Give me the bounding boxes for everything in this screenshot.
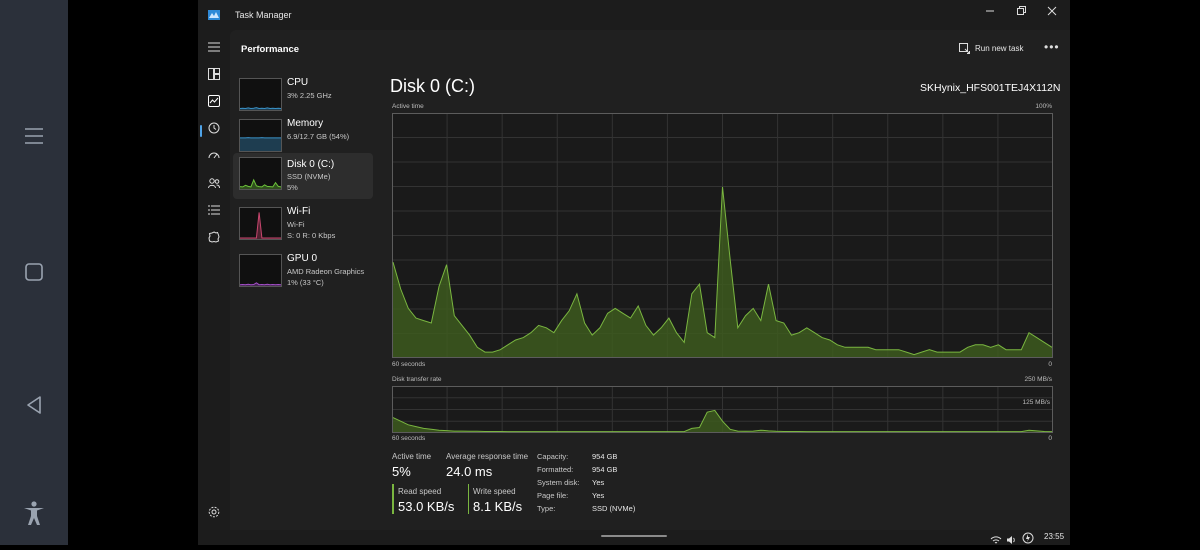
prop-system-disk-key: System disk: [537, 478, 580, 487]
taskbar: 23:55 [198, 530, 1070, 545]
disk-model: SKHynix_HFS001TEJ4X112N [920, 82, 1060, 94]
app-history-icon[interactable] [206, 120, 222, 136]
wifi-icon[interactable] [990, 532, 1002, 550]
restore-button[interactable] [1009, 4, 1033, 18]
gesture-handle[interactable] [601, 535, 667, 537]
thumbnail-line [240, 283, 281, 285]
run-new-task-button[interactable]: Run new task [959, 41, 1023, 55]
response-time-label: Average response time [446, 452, 528, 461]
minimize-button[interactable] [978, 4, 1002, 18]
home-icon[interactable] [22, 260, 46, 284]
active-time-min: 0 [1030, 361, 1052, 368]
gpu-thumbnail-graph [239, 254, 282, 287]
prop-system-disk-value: Yes [592, 478, 604, 487]
transfer-rate-chart [392, 386, 1053, 433]
list-item-detail: SSD (NVMe) [287, 172, 330, 181]
active-time-max: 100% [1020, 103, 1052, 110]
performance-page: Performance Run new task ••• CPU 3% 2.25… [230, 30, 1070, 530]
read-speed-marker [392, 484, 394, 514]
list-item-gpu[interactable]: GPU 0 AMD Radeon Graphics 1% (33 °C) [233, 250, 373, 296]
list-item-detail: 6.9/12.7 GB (54%) [287, 132, 349, 141]
hamburger-icon[interactable] [206, 39, 222, 55]
settings-icon[interactable] [206, 504, 222, 520]
list-item-disk[interactable]: Disk 0 (C:) SSD (NVMe) 5% [233, 153, 373, 199]
startup-apps-icon[interactable] [206, 147, 222, 163]
list-item-name: Memory [287, 118, 323, 129]
performance-icon[interactable] [206, 93, 222, 109]
active-time-window: 60 seconds [392, 361, 425, 368]
page-title: Performance [241, 44, 299, 55]
active-time-chart [392, 113, 1053, 358]
android-nav-bar [0, 0, 68, 545]
list-item-detail: Wi-Fi [287, 220, 305, 229]
nav-rail [198, 30, 230, 530]
window-title: Task Manager [235, 10, 292, 20]
cpu-thumbnail-graph [239, 78, 282, 111]
list-item-usage: 1% (33 °C) [287, 278, 324, 287]
list-item-wifi[interactable]: Wi-Fi Wi-Fi S: 0 R: 0 Kbps [233, 203, 373, 249]
thumbnail-area [240, 138, 281, 151]
prop-capacity-value: 954 GB [592, 452, 617, 461]
list-item-name: CPU [287, 77, 308, 88]
read-speed-label: Read speed [398, 487, 441, 496]
active-time-stat-label: Active time [392, 452, 431, 461]
disk-thumbnail-graph [239, 157, 282, 190]
battery-icon[interactable] [1022, 531, 1034, 549]
detail-title: Disk 0 (C:) [390, 76, 475, 97]
list-item-detail: 3% 2.25 GHz [287, 91, 332, 100]
transfer-rate-mid: 125 MB/s [1008, 399, 1050, 406]
selected-indicator [200, 125, 202, 137]
title-bar: Task Manager [198, 0, 1070, 30]
details-icon[interactable] [206, 202, 222, 218]
transfer-rate-label: Disk transfer rate [392, 376, 442, 383]
write-speed-marker [468, 484, 469, 514]
transfer-rate-window: 60 seconds [392, 435, 425, 442]
list-item-name: GPU 0 [287, 253, 317, 264]
response-time-stat: 24.0 ms [446, 464, 492, 479]
memory-thumbnail-graph [239, 119, 282, 152]
volume-icon[interactable] [1006, 532, 1016, 550]
list-item-cpu[interactable]: CPU 3% 2.25 GHz [233, 74, 373, 120]
transfer-rate-max: 250 MB/s [1010, 376, 1052, 383]
run-new-task-label: Run new task [975, 44, 1023, 53]
close-button[interactable] [1040, 4, 1064, 18]
write-speed-label: Write speed [473, 487, 516, 496]
prop-type-key: Type: [537, 504, 555, 513]
wifi-thumbnail-graph [239, 207, 282, 240]
list-item-name: Wi-Fi [287, 206, 310, 217]
list-item-usage: 5% [287, 183, 298, 192]
prop-page-file-key: Page file: [537, 491, 568, 500]
list-item-usage: S: 0 R: 0 Kbps [287, 231, 335, 240]
users-icon[interactable] [206, 175, 222, 191]
back-icon[interactable] [22, 393, 46, 417]
prop-page-file-value: Yes [592, 491, 604, 500]
run-task-icon [959, 43, 970, 54]
list-item-detail: AMD Radeon Graphics [287, 267, 364, 276]
task-manager-window: Task Manager [198, 0, 1070, 545]
processes-icon[interactable] [206, 66, 222, 82]
clock: 23:55 [1044, 532, 1064, 541]
read-speed-stat: 53.0 KB/s [398, 499, 454, 514]
list-item-name: Disk 0 (C:) [287, 159, 334, 170]
accessibility-icon[interactable] [22, 500, 46, 526]
active-time-label: Active time [392, 103, 424, 110]
prop-formatted-value: 954 GB [592, 465, 617, 474]
menu-icon[interactable] [22, 124, 46, 148]
thumbnail-line [240, 108, 281, 109]
active-time-stat: 5% [392, 464, 411, 479]
more-options-button[interactable]: ••• [1044, 40, 1060, 54]
prop-capacity-key: Capacity: [537, 452, 568, 461]
task-manager-app-icon [208, 7, 220, 17]
transfer-rate-min: 0 [1030, 435, 1052, 442]
services-icon[interactable] [206, 229, 222, 245]
prop-type-value: SSD (NVMe) [592, 504, 635, 513]
prop-formatted-key: Formatted: [537, 465, 573, 474]
write-speed-stat: 8.1 KB/s [473, 499, 522, 514]
